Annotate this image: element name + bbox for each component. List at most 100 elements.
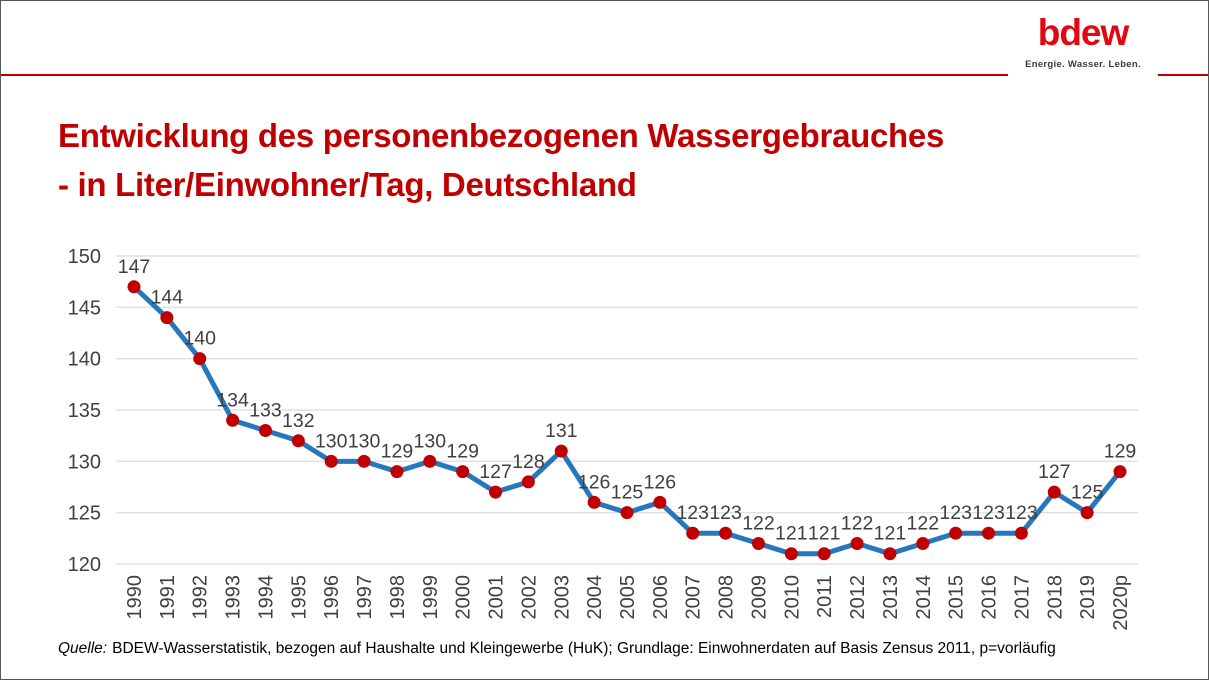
data-label: 122 (742, 512, 775, 534)
x-axis-tick-label: 2000 (453, 575, 475, 620)
data-point-marker (784, 547, 798, 561)
data-point-marker (817, 547, 831, 561)
data-point-marker (1113, 465, 1127, 479)
y-axis-tick-label: 125 (68, 503, 101, 525)
x-axis-tick-label: 1999 (420, 575, 442, 620)
y-axis-tick-label: 135 (68, 400, 101, 422)
x-axis-tick-label: 2006 (650, 575, 672, 620)
bdew-logo-tagline: Energie. Wasser. Leben. (1025, 59, 1141, 70)
page-title-line1: Entwicklung des personenbezogenen Wasser… (58, 117, 945, 154)
data-label: 123 (709, 502, 742, 524)
data-label: 130 (414, 430, 447, 452)
data-point-marker (1080, 506, 1094, 520)
x-axis-tick-label: 2014 (913, 575, 935, 620)
data-point-marker (982, 526, 996, 540)
data-label: 121 (808, 523, 841, 545)
data-point-marker (226, 413, 240, 427)
source-text: BDEW-Wasserstatistik, bezogen auf Hausha… (112, 640, 1056, 657)
x-axis-tick-label: 2009 (748, 575, 770, 620)
x-axis-tick-label: 1995 (288, 575, 310, 620)
data-label: 122 (907, 512, 940, 534)
x-axis-tick-label: 2017 (1011, 575, 1033, 620)
data-point-marker (291, 434, 305, 448)
data-point-marker (916, 536, 930, 550)
data-point-marker (719, 526, 733, 540)
bdew-logo-text: bdew (1037, 12, 1130, 53)
data-point-marker (686, 526, 700, 540)
data-point-marker (127, 280, 141, 294)
data-point-marker (883, 547, 897, 561)
data-point-marker (587, 495, 601, 509)
y-axis-tick-label: 130 (68, 451, 101, 473)
data-label: 125 (1071, 482, 1104, 504)
data-label: 123 (676, 502, 709, 524)
x-axis-tick-label: 2003 (551, 575, 573, 620)
x-axis-tick-label: 2008 (716, 575, 738, 620)
data-point-marker (554, 444, 568, 458)
x-axis-tick-label: 2015 (946, 575, 968, 620)
data-point-marker (850, 536, 864, 550)
x-axis-tick-label: 2018 (1044, 575, 1066, 620)
data-label: 132 (282, 410, 315, 432)
data-label: 129 (1104, 441, 1137, 463)
data-point-marker (1014, 526, 1028, 540)
data-label: 121 (775, 523, 808, 545)
data-label: 127 (479, 461, 512, 483)
x-axis-tick-label: 1997 (354, 575, 376, 620)
x-axis-tick-label: 2016 (979, 575, 1001, 620)
x-axis-tick-label: 2019 (1077, 575, 1099, 620)
data-point-marker (653, 495, 667, 509)
data-point-marker (949, 526, 963, 540)
data-point-marker (258, 424, 272, 438)
y-axis-tick-label: 120 (68, 554, 101, 576)
x-axis-tick-label: 1994 (255, 575, 277, 620)
data-label: 123 (939, 502, 972, 524)
x-axis-tick-label: 2001 (486, 575, 508, 620)
x-axis-tick-label: 2005 (617, 575, 639, 620)
y-axis-tick-label: 150 (68, 246, 101, 268)
data-point-marker (521, 475, 535, 489)
data-label: 140 (183, 328, 216, 350)
data-point-marker (357, 454, 371, 468)
data-point-marker (489, 485, 503, 499)
x-axis-tick-label: 2012 (847, 575, 869, 620)
x-axis-tick-label: 1992 (190, 575, 212, 620)
data-label: 126 (578, 471, 611, 493)
data-point-marker (390, 465, 404, 479)
x-axis-tick-label: 2013 (880, 575, 902, 620)
x-axis-tick-label: 1991 (157, 575, 179, 620)
x-axis-tick-label: 1990 (124, 575, 146, 620)
page-title: Entwicklung des personenbezogenen Wasser… (58, 111, 1158, 209)
data-label: 144 (151, 287, 184, 309)
data-label: 131 (545, 420, 578, 442)
data-point-marker (620, 506, 634, 520)
source-label: Quelle: (58, 640, 108, 657)
bdew-logo: bdew Energie. Wasser. Leben. (1008, 1, 1158, 79)
data-label: 127 (1038, 461, 1071, 483)
x-axis-tick-label: 1993 (223, 575, 245, 620)
x-axis-tick-label: 2010 (781, 575, 803, 620)
x-axis-tick-label: 1998 (387, 575, 409, 620)
data-label: 134 (216, 389, 249, 411)
data-label: 130 (348, 430, 381, 452)
data-label: 128 (512, 451, 545, 473)
data-label: 130 (315, 430, 348, 452)
data-label: 129 (381, 441, 414, 463)
x-axis-tick-label: 1996 (321, 575, 343, 620)
data-point-marker (751, 536, 765, 550)
data-label: 126 (644, 471, 677, 493)
y-axis-tick-label: 145 (68, 297, 101, 319)
data-point-marker (160, 311, 174, 325)
x-axis-tick-label: 2004 (584, 575, 606, 620)
data-label: 123 (972, 502, 1005, 524)
x-axis-tick-label: 2002 (518, 575, 540, 620)
data-point-marker (324, 454, 338, 468)
data-point-marker (423, 454, 437, 468)
page-title-line2: - in Liter/Einwohner/Tag, Deutschland (58, 166, 637, 203)
data-label: 125 (611, 482, 644, 504)
data-label: 133 (249, 400, 282, 422)
source-note: Quelle: BDEW-Wasserstatistik, bezogen auf… (58, 640, 1178, 658)
x-axis-tick-label: 2011 (814, 575, 836, 618)
